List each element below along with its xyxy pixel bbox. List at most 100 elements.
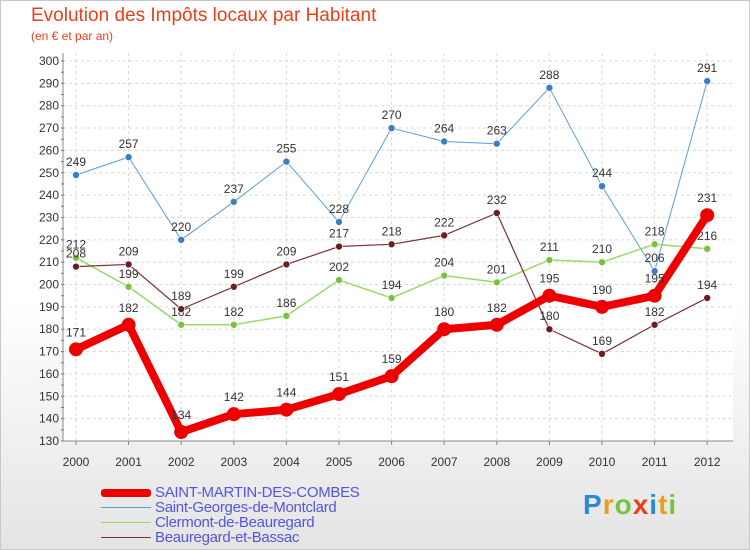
data-point-clermont-de-beauregard	[72, 253, 80, 262]
data-point-saint-martin-des-combes	[437, 322, 452, 337]
data-label-saint-martin-des-combes: 190	[592, 283, 612, 297]
data-point-saint-georges-de-montclard	[492, 139, 501, 148]
logo-letter: i	[649, 489, 659, 520]
data-label-clermont-de-beauregard: 199	[119, 267, 139, 281]
data-point-beauregard-et-bassac	[124, 260, 133, 269]
y-tick-label: 280	[39, 99, 59, 113]
x-tick-label: 2005	[326, 455, 353, 469]
data-label-beauregard-et-bassac: 208	[66, 247, 86, 261]
y-tick-label: 240	[39, 188, 59, 202]
data-label-saint-martin-des-combes: 182	[119, 301, 139, 315]
data-point-saint-martin-des-combes	[226, 407, 241, 422]
x-tick-label: 2009	[536, 455, 563, 469]
data-point-saint-martin-des-combes	[595, 299, 609, 314]
data-point-beauregard-et-bassac	[598, 350, 606, 358]
legend-swatch	[101, 506, 151, 509]
data-label-beauregard-et-bassac: 169	[592, 334, 612, 348]
chart-title: Evolution des Impôts locaux par Habitant	[31, 5, 377, 26]
data-label-saint-georges-de-montclard: 249	[66, 155, 86, 169]
data-point-clermont-de-beauregard	[703, 244, 712, 253]
x-tick-label: 2002	[168, 455, 195, 469]
data-label-saint-martin-des-combes: 231	[697, 191, 717, 205]
data-point-clermont-de-beauregard	[387, 294, 396, 302]
data-point-saint-martin-des-combes	[279, 402, 294, 417]
data-point-beauregard-et-bassac	[440, 231, 449, 240]
y-tick-label: 300	[39, 54, 59, 68]
y-tick-label: 180	[39, 322, 59, 336]
data-point-saint-georges-de-montclard	[387, 124, 396, 132]
data-point-beauregard-et-bassac	[703, 294, 712, 302]
data-label-beauregard-et-bassac: 222	[434, 215, 454, 229]
data-point-saint-georges-de-montclard	[230, 198, 238, 206]
y-tick-label: 140	[39, 412, 59, 426]
data-point-saint-martin-des-combes	[174, 425, 189, 440]
data-label-beauregard-et-bassac: 182	[645, 305, 665, 319]
data-point-clermont-de-beauregard	[650, 240, 659, 249]
data-point-clermont-de-beauregard	[440, 271, 449, 280]
logo-letter: i	[668, 489, 678, 520]
logo-letter: o	[614, 489, 633, 520]
data-point-saint-georges-de-montclard	[598, 182, 606, 190]
legend-label: Saint-Georges-de-Montclard	[155, 499, 337, 516]
y-tick-label: 230	[39, 210, 59, 224]
data-label-saint-martin-des-combes: 195	[539, 272, 559, 286]
logo-letter: r	[602, 489, 615, 520]
data-point-beauregard-et-bassac	[230, 282, 238, 291]
data-point-saint-georges-de-montclard	[177, 236, 185, 244]
data-label-clermont-de-beauregard: 201	[487, 262, 507, 276]
data-point-saint-georges-de-montclard	[124, 153, 133, 161]
data-label-saint-georges-de-montclard: 244	[592, 166, 612, 180]
data-point-saint-georges-de-montclard	[282, 157, 291, 166]
y-tick-label: 190	[39, 300, 59, 314]
data-point-saint-georges-de-montclard	[440, 137, 449, 146]
legend-item-saint-georges-de-montclard: Saint-Georges-de-Montclard	[101, 500, 360, 515]
data-label-saint-georges-de-montclard: 263	[487, 124, 507, 138]
data-label-saint-georges-de-montclard: 288	[539, 68, 559, 82]
legend-swatch	[101, 521, 151, 524]
data-label-saint-martin-des-combes: 182	[487, 301, 507, 315]
data-point-beauregard-et-bassac	[387, 240, 396, 249]
data-label-beauregard-et-bassac: 199	[224, 267, 244, 281]
data-point-saint-martin-des-combes	[69, 342, 83, 357]
legend-item-saint-martin-des-combes: SAINT-MARTIN-DES-COMBES	[101, 485, 360, 500]
data-point-beauregard-et-bassac	[335, 242, 343, 251]
data-point-saint-georges-de-montclard	[650, 267, 659, 275]
legend-swatch	[101, 536, 151, 539]
data-label-clermont-de-beauregard: 212	[66, 238, 86, 252]
logo-letter: P	[583, 489, 603, 520]
data-point-clermont-de-beauregard	[230, 320, 238, 329]
data-point-beauregard-et-bassac	[282, 260, 291, 269]
data-label-saint-georges-de-montclard: 257	[119, 137, 139, 151]
y-tick-label: 200	[39, 278, 59, 292]
data-label-beauregard-et-bassac: 209	[119, 244, 139, 258]
data-point-saint-martin-des-combes	[121, 317, 136, 332]
x-tick-label: 2012	[694, 455, 721, 469]
data-label-beauregard-et-bassac: 232	[487, 193, 507, 207]
x-tick-label: 2006	[378, 455, 405, 469]
y-tick-label: 160	[39, 367, 59, 381]
data-point-clermont-de-beauregard	[545, 256, 554, 264]
data-point-clermont-de-beauregard	[177, 320, 185, 329]
data-label-saint-georges-de-montclard: 291	[697, 61, 717, 75]
data-label-clermont-de-beauregard: 194	[382, 278, 402, 292]
data-label-beauregard-et-bassac: 189	[171, 289, 191, 303]
data-label-clermont-de-beauregard: 216	[697, 229, 717, 243]
legend-label: Clermont-de-Beauregard	[155, 514, 315, 531]
data-point-beauregard-et-bassac	[72, 262, 80, 271]
data-label-clermont-de-beauregard: 186	[276, 296, 296, 310]
data-label-saint-martin-des-combes: 180	[434, 305, 454, 319]
y-tick-label: 130	[39, 434, 59, 448]
legend-swatch	[101, 488, 151, 497]
y-tick-label: 270	[39, 121, 59, 135]
chart-subtitle: (en € et par an)	[31, 29, 114, 43]
data-point-beauregard-et-bassac	[492, 209, 501, 217]
legend-label: Beauregard-et-Bassac	[155, 529, 300, 546]
data-label-clermont-de-beauregard: 204	[434, 256, 454, 270]
data-point-clermont-de-beauregard	[335, 276, 343, 284]
data-label-saint-georges-de-montclard: 228	[329, 202, 349, 216]
x-tick-label: 2004	[273, 455, 300, 469]
y-tick-label: 290	[39, 76, 59, 90]
data-label-saint-georges-de-montclard: 220	[171, 220, 191, 234]
x-tick-label: 2010	[589, 455, 616, 469]
y-tick-label: 250	[39, 166, 59, 180]
